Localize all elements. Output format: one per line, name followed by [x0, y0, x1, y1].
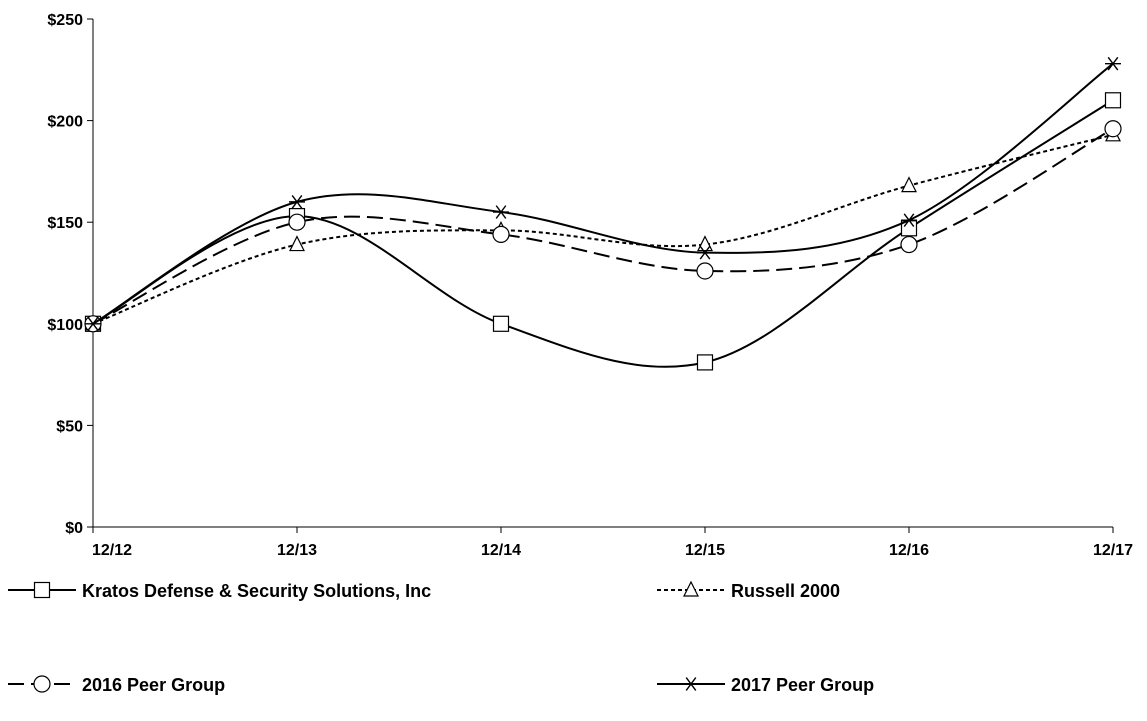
series-point: [85, 316, 101, 331]
x-tick-label: 12/17: [1093, 542, 1133, 559]
series-line: [92, 99, 1114, 368]
series-point: [493, 205, 509, 219]
legend-entry-2: Russell 2000: [657, 580, 840, 601]
legend-entry-3: 2016 Peer Group: [8, 675, 225, 695]
y-tick-label: $200: [47, 114, 83, 131]
series-point: [901, 176, 917, 193]
legend-label: 2017 Peer Group: [731, 675, 874, 695]
series-point: [492, 315, 510, 332]
legend-label: 2016 Peer Group: [82, 675, 225, 695]
series-point: [1104, 120, 1122, 138]
chart-axes: $0 $50 $100 $150 $200 $250 12/12 12/13 12/14 12/1…: [47, 12, 1133, 559]
series-point: [696, 262, 714, 280]
legend-entry-4: 2017 Peer Group: [657, 675, 874, 695]
y-tick-label: $0: [65, 520, 83, 537]
series-point: [901, 213, 917, 227]
y-tick-label: $150: [47, 215, 83, 232]
x-tick-label: 12/16: [889, 542, 929, 559]
x-tick-label: 12/13: [277, 542, 317, 559]
y-tick-label: $250: [47, 12, 83, 29]
series-2: [85, 125, 1121, 331]
series-point: [1105, 56, 1121, 71]
legend-label: Russell 2000: [731, 581, 840, 601]
series-3: [84, 120, 1122, 333]
series-point: [289, 195, 305, 209]
series-4: [85, 56, 1121, 331]
series-point: [696, 354, 714, 371]
series-point: [697, 245, 713, 260]
legend-entry-1: Kratos Defense & Security Solutions, Inc: [8, 581, 431, 601]
series-line: [92, 133, 1114, 325]
series-point: [288, 213, 306, 231]
x-tick-label: 12/15: [685, 542, 725, 559]
legend-marker: [33, 675, 51, 693]
series-point: [900, 235, 918, 254]
series-point: [492, 225, 510, 243]
series-1: [84, 92, 1122, 371]
x-tick-label: 12/12: [92, 542, 132, 559]
legend-label: Kratos Defense & Security Solutions, Inc: [82, 581, 431, 601]
series-point: [289, 235, 305, 252]
series-line: [92, 127, 1114, 325]
legend-marker: [683, 580, 699, 597]
chart-series: [84, 56, 1122, 371]
x-tick-label: 12/14: [481, 542, 521, 559]
series-line: [92, 62, 1114, 325]
series-point: [1104, 92, 1122, 109]
y-tick-label: $50: [56, 418, 83, 435]
legend-marker: [33, 581, 51, 599]
legend-marker: [683, 677, 699, 691]
y-tick-label: $100: [47, 317, 83, 334]
chart-legend: Kratos Defense & Security Solutions, Inc…: [8, 580, 874, 695]
